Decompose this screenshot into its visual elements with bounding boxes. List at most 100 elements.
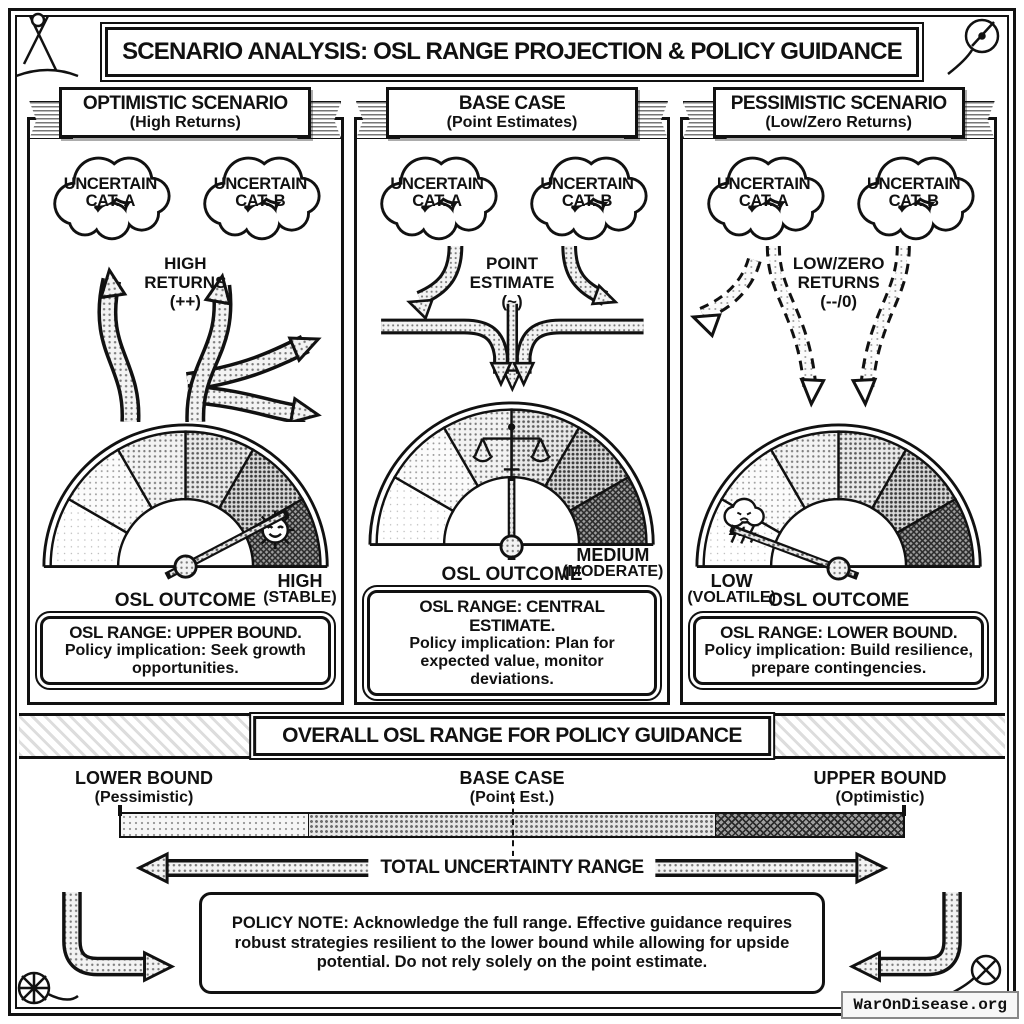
base-case-marker-line bbox=[512, 798, 514, 879]
scenario-panels: OPTIMISTIC SCENARIO (High Returns) UNCER… bbox=[27, 87, 998, 705]
diagram-content: SCENARIO ANALYSIS: OSL RANGE PROJECTION … bbox=[19, 19, 1005, 1005]
cloud-icon bbox=[53, 156, 171, 241]
inner-frame bbox=[15, 15, 1009, 1009]
cloud-icon bbox=[530, 156, 648, 241]
curved-arrow-left-icon bbox=[62, 892, 176, 984]
note-box-optimistic: OSL RANGE: UPPER BOUND. Policy implicati… bbox=[35, 611, 336, 690]
level-label: HIGH (STABLE) bbox=[263, 571, 337, 606]
range-segment-upper bbox=[715, 814, 903, 837]
cloud-label: UNCERTAIN CAT. B bbox=[867, 174, 961, 210]
gauge-needle bbox=[164, 509, 290, 580]
flow-label: LOW/ZERO RETURNS (--/0) bbox=[792, 254, 885, 312]
title-banner: SCENARIO ANALYSIS: OSL RANGE PROJECTION … bbox=[105, 27, 919, 77]
panel-body-base: UNCERTAIN CAT. A UNCERTAIN CAT. B bbox=[353, 117, 671, 705]
gauge-needle bbox=[499, 477, 525, 560]
scenario-subtitle: (Low/Zero Returns) bbox=[765, 114, 912, 131]
ornamental-divider-band: OVERALL OSL RANGE FOR POLICY GUIDANCE bbox=[19, 713, 1005, 759]
summary-banner: OVERALL OSL RANGE FOR POLICY GUIDANCE bbox=[253, 716, 771, 756]
note-body: Policy implication: Build resilience, pr… bbox=[704, 642, 973, 677]
note-title: OSL RANGE: LOWER BOUND. bbox=[720, 623, 958, 642]
note-title: OSL RANGE: CENTRAL ESTIMATE. bbox=[419, 597, 605, 636]
gauge-base bbox=[357, 400, 668, 560]
flow-pessimistic: LOW/ZERO RETURNS (--/0) bbox=[683, 246, 994, 422]
scenario-subtitle: (Point Estimates) bbox=[446, 114, 578, 131]
panel-pessimistic: PESSIMISTIC SCENARIO (Low/Zero Returns) … bbox=[680, 87, 998, 705]
scenario-title: BASE CASE bbox=[458, 93, 566, 114]
curved-arrow-right-icon bbox=[848, 892, 962, 984]
range-bound-labels: LOWER BOUND (Pessimistic) BASE CASE (Point… bbox=[39, 768, 985, 806]
level-label: LOW (VOLATILE) bbox=[687, 571, 776, 606]
osl-range-bar-wrap bbox=[118, 798, 906, 879]
gauge-dial-icon bbox=[695, 423, 982, 581]
flow-label: HIGH RETURNS (++) bbox=[144, 254, 227, 312]
scenario-title: OPTIMISTIC SCENARIO bbox=[82, 93, 288, 114]
panel-body-optimistic: UNCERTAIN CAT. A UNCERTAIN CAT. B bbox=[27, 117, 344, 705]
gauge-needle bbox=[729, 524, 860, 581]
cloud-label: UNCERTAIN CAT. A bbox=[63, 174, 158, 210]
uncertainty-cloud-a: UNCERTAIN CAT. A bbox=[695, 146, 833, 246]
upward-arrows-icon bbox=[97, 266, 322, 422]
outcome-label: OSL OUTCOME bbox=[768, 590, 910, 611]
flow-optimistic: HIGH RETURNS (++) bbox=[30, 246, 341, 422]
scenario-title: PESSIMISTIC SCENARIO bbox=[730, 93, 947, 114]
storm-cloud-icon bbox=[723, 497, 765, 544]
gauge-dial-icon bbox=[368, 401, 656, 560]
cloud-label: UNCERTAIN CAT. A bbox=[390, 174, 484, 210]
policy-note-box: POLICY NOTE: Acknowledge the full range.… bbox=[199, 892, 825, 995]
note-body: Policy implication: Plan for expected va… bbox=[409, 635, 615, 689]
scenario-banner-pessimistic: PESSIMISTIC SCENARIO (Low/Zero Returns) bbox=[682, 87, 995, 139]
note-box-pessimistic: OSL RANGE: LOWER BOUND. Policy implicati… bbox=[688, 611, 990, 690]
outcome-label: OSL OUTCOME bbox=[114, 590, 256, 611]
range-segment-lower bbox=[121, 814, 309, 837]
level-label: MEDIUM (MODERATE) bbox=[562, 545, 664, 581]
note-box-base: OSL RANGE: CENTRAL ESTIMATE. Policy impl… bbox=[361, 585, 663, 701]
gauge-dial-icon bbox=[42, 423, 329, 580]
uncertainty-cloud-a: UNCERTAIN CAT. A bbox=[368, 146, 506, 246]
cloud-label: UNCERTAIN CAT. B bbox=[213, 174, 308, 210]
scenario-banner-box: BASE CASE (Point Estimates) bbox=[386, 87, 638, 138]
lower-bound-label: LOWER BOUND (Pessimistic) bbox=[75, 768, 213, 806]
cloud-icon bbox=[706, 156, 825, 241]
panel-base-case: BASE CASE (Point Estimates) UNCERTAIN CAT… bbox=[353, 87, 671, 705]
flow-base: POINT ESTIMATE (~) bbox=[357, 246, 668, 400]
cloud-icon bbox=[380, 156, 498, 241]
page-title: SCENARIO ANALYSIS: OSL RANGE PROJECTION … bbox=[122, 38, 903, 65]
gauge-optimistic bbox=[30, 422, 341, 582]
scenario-banner-box: PESSIMISTIC SCENARIO (Low/Zero Returns) bbox=[712, 87, 965, 138]
policy-note-row: POLICY NOTE: Acknowledge the full range.… bbox=[45, 892, 979, 995]
policy-note-text: POLICY NOTE: Acknowledge the full range.… bbox=[231, 914, 793, 972]
note-body: Policy implication: Seek growth opportun… bbox=[64, 642, 306, 677]
uncertainty-range-label: TOTAL UNCERTAINTY RANGE bbox=[368, 856, 656, 881]
outcome-label: OSL OUTCOME bbox=[441, 564, 583, 586]
uncertainty-clouds: UNCERTAIN CAT. A UNCERTAIN CAT. B bbox=[368, 146, 656, 246]
dashed-down-arrows-icon bbox=[690, 246, 912, 408]
outer-frame bbox=[8, 8, 1016, 1016]
scenario-banner-base: BASE CASE (Point Estimates) bbox=[356, 87, 668, 139]
cloud-label: UNCERTAIN CAT. A bbox=[717, 174, 811, 210]
panel-body-pessimistic: UNCERTAIN CAT. A UNCERTAIN CAT. B bbox=[680, 117, 998, 705]
upper-bound-label: UPPER BOUND (Optimistic) bbox=[813, 768, 947, 806]
cloud-icon bbox=[856, 156, 975, 241]
watermark: WarOnDisease.org bbox=[841, 991, 1019, 1019]
gauge-caption: OSL OUTCOME LOW (VOLATILE) bbox=[683, 572, 994, 612]
uncertainty-cloud-b: UNCERTAIN CAT. B bbox=[845, 146, 983, 246]
uncertainty-clouds: UNCERTAIN CAT. A UNCERTAIN CAT. B bbox=[695, 146, 983, 246]
scenario-subtitle: (High Returns) bbox=[129, 114, 241, 131]
uncertainty-clouds: UNCERTAIN CAT. A UNCERTAIN CAT. B bbox=[41, 146, 329, 246]
base-case-label: BASE CASE (Point Est.) bbox=[459, 768, 565, 806]
total-uncertainty-range: TOTAL UNCERTAINTY RANGE bbox=[127, 846, 897, 890]
flow-label: POINT ESTIMATE (~) bbox=[469, 254, 555, 312]
cloud-icon bbox=[203, 156, 321, 241]
gauge-caption: OSL OUTCOME HIGH (STABLE) bbox=[30, 572, 341, 612]
scenario-banner-box: OPTIMISTIC SCENARIO (High Returns) bbox=[59, 87, 312, 138]
gauge-pessimistic bbox=[683, 422, 994, 582]
uncertainty-cloud-b: UNCERTAIN CAT. B bbox=[191, 146, 329, 246]
gauge-caption: OSL OUTCOME MEDIUM (MODERATE) bbox=[357, 546, 668, 586]
uncertainty-cloud-b: UNCERTAIN CAT. B bbox=[518, 146, 656, 246]
balance-scales-icon bbox=[472, 423, 552, 471]
converging-arrows-icon bbox=[380, 246, 644, 393]
cloud-label: UNCERTAIN CAT. B bbox=[540, 174, 634, 210]
scenario-banner-optimistic: OPTIMISTIC SCENARIO (High Returns) bbox=[29, 87, 342, 139]
panel-optimistic: OPTIMISTIC SCENARIO (High Returns) UNCER… bbox=[27, 87, 344, 705]
note-title: OSL RANGE: UPPER BOUND. bbox=[69, 623, 302, 642]
